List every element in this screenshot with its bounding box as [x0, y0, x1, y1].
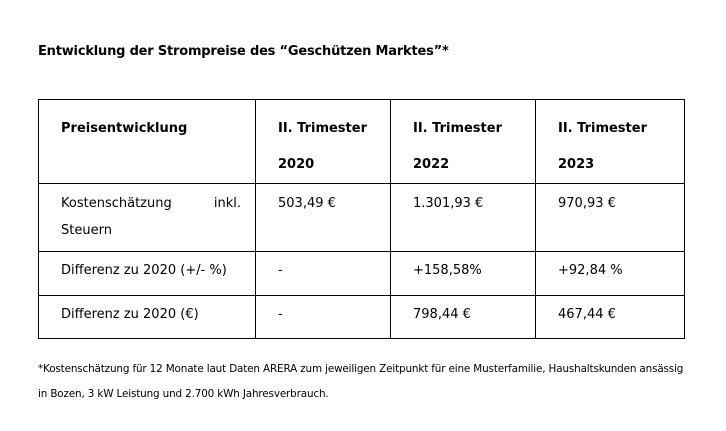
price-development-table: Preisentwicklung II. Trimester 2020 II. …: [38, 99, 685, 339]
header-label: Preisentwicklung: [61, 121, 188, 136]
table-cell: 970,93 €: [535, 183, 685, 252]
table-cell: 798,44 €: [390, 295, 536, 339]
row-label-line1: Kostenschätzung inkl.: [61, 190, 241, 217]
header-cell-price-development: Preisentwicklung: [38, 99, 256, 184]
table-header-row: Preisentwicklung II. Trimester 2020 II. …: [38, 99, 685, 184]
row-label-cell: Differenz zu 2020 (€): [38, 295, 256, 339]
footnote-line: *Kostenschätzung für 12 Monate laut Date…: [38, 363, 684, 375]
row-label-word: inkl.: [213, 196, 241, 211]
header-label: II. Trimester: [413, 121, 502, 136]
table-cell: 503,49 €: [255, 183, 391, 252]
table-cell: -: [255, 295, 391, 339]
row-label-word: Kostenschätzung: [61, 196, 172, 211]
table-row: Kostenschätzung inkl. Steuern 503,49 € 1…: [38, 183, 685, 252]
row-label-line2: Steuern: [61, 223, 112, 238]
row-label-cell: Kostenschätzung inkl. Steuern: [38, 183, 256, 252]
table-cell: +158,58%: [390, 251, 536, 296]
table-cell: -: [255, 251, 391, 296]
header-cell-2020: II. Trimester 2020: [255, 99, 391, 184]
footnote: *Kostenschätzung für 12 Monate laut Date…: [38, 357, 702, 407]
header-year: 2020: [278, 157, 315, 172]
table-cell: 467,44 €: [535, 295, 685, 339]
table-row: Differenz zu 2020 (€) - 798,44 € 467,44 …: [38, 295, 685, 339]
header-label: II. Trimester: [278, 121, 367, 136]
document-title: Entwicklung der Strompreise des “Geschüt…: [38, 44, 449, 59]
header-cell-2023: II. Trimester 2023: [535, 99, 685, 184]
header-year: 2023: [558, 157, 595, 172]
table-cell: +92,84 %: [535, 251, 685, 296]
header-cell-2022: II. Trimester 2022: [390, 99, 536, 184]
row-label-cell: Differenz zu 2020 (+/- %): [38, 251, 256, 296]
table-cell: 1.301,93 €: [390, 183, 536, 252]
header-label: II. Trimester: [558, 121, 647, 136]
table-row: Differenz zu 2020 (+/- %) - +158,58% +92…: [38, 251, 685, 296]
footnote-line: in Bozen, 3 kW Leistung und 2.700 kWh Ja…: [38, 388, 329, 400]
header-year: 2022: [413, 157, 450, 172]
